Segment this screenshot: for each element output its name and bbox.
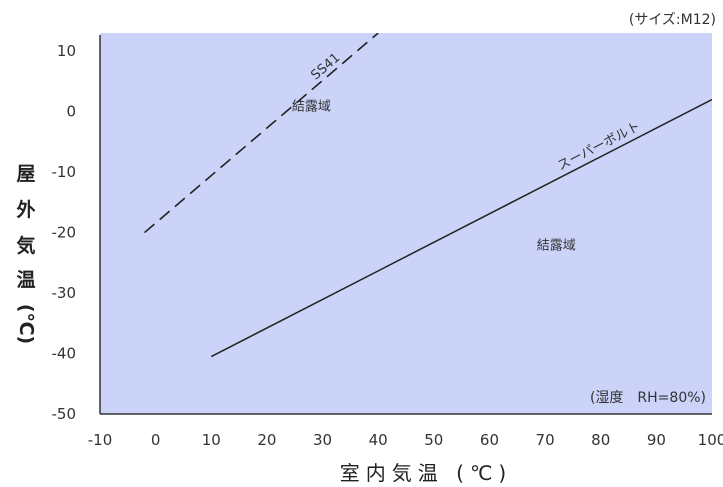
region-label-upper: 結露域 (292, 100, 331, 115)
x-tick-label: 0 (151, 431, 161, 449)
y-axis-title-char: 外 (16, 198, 35, 221)
x-axis-title: 室内気温 (℃) (340, 461, 512, 485)
y-axis-title-char: (℃) (15, 304, 37, 344)
x-tick-label: 70 (536, 431, 555, 449)
x-tick-label: 10 (202, 431, 221, 449)
y-tick-label: -50 (52, 405, 77, 423)
y-tick-label: -40 (52, 345, 77, 363)
y-axis-title-char: 屋 (16, 163, 35, 185)
x-tick-labels: -10 0 10 20 30 40 50 60 70 80 90 100 (88, 431, 723, 449)
y-tick-label: 10 (57, 42, 76, 60)
y-tick-label: -30 (52, 284, 77, 302)
x-tick-label: 20 (257, 431, 276, 449)
series-line-superbolt (210, 98, 712, 358)
chart-subtitle: (サイズ:M12) (629, 12, 716, 28)
x-tick-label: 60 (480, 431, 499, 449)
y-tick-label: 0 (66, 103, 76, 121)
y-tick-label: -20 (52, 224, 77, 242)
region-condensation-lower (100, 33, 712, 414)
y-tick-label: -10 (52, 163, 77, 181)
region-label-lower: 結露域 (537, 239, 576, 254)
x-tick-label: 100 (698, 431, 723, 449)
x-tick-label: 90 (647, 431, 666, 449)
x-tick-label: -10 (88, 431, 113, 449)
x-tick-label: 80 (591, 431, 610, 449)
y-axis-title-char: 気 (16, 234, 35, 257)
plot-area (100, 33, 712, 414)
humidity-note: (湿度 RH=80%) (590, 390, 706, 406)
y-axis-title-char: 温 (16, 269, 35, 291)
series-line-ss41 (143, 33, 379, 234)
x-tick-label: 50 (424, 431, 443, 449)
y-tick-labels: 10 0 -10 -20 -30 -40 -50 (52, 42, 77, 423)
x-tick-label: 40 (369, 431, 388, 449)
x-tick-label: 30 (313, 431, 332, 449)
